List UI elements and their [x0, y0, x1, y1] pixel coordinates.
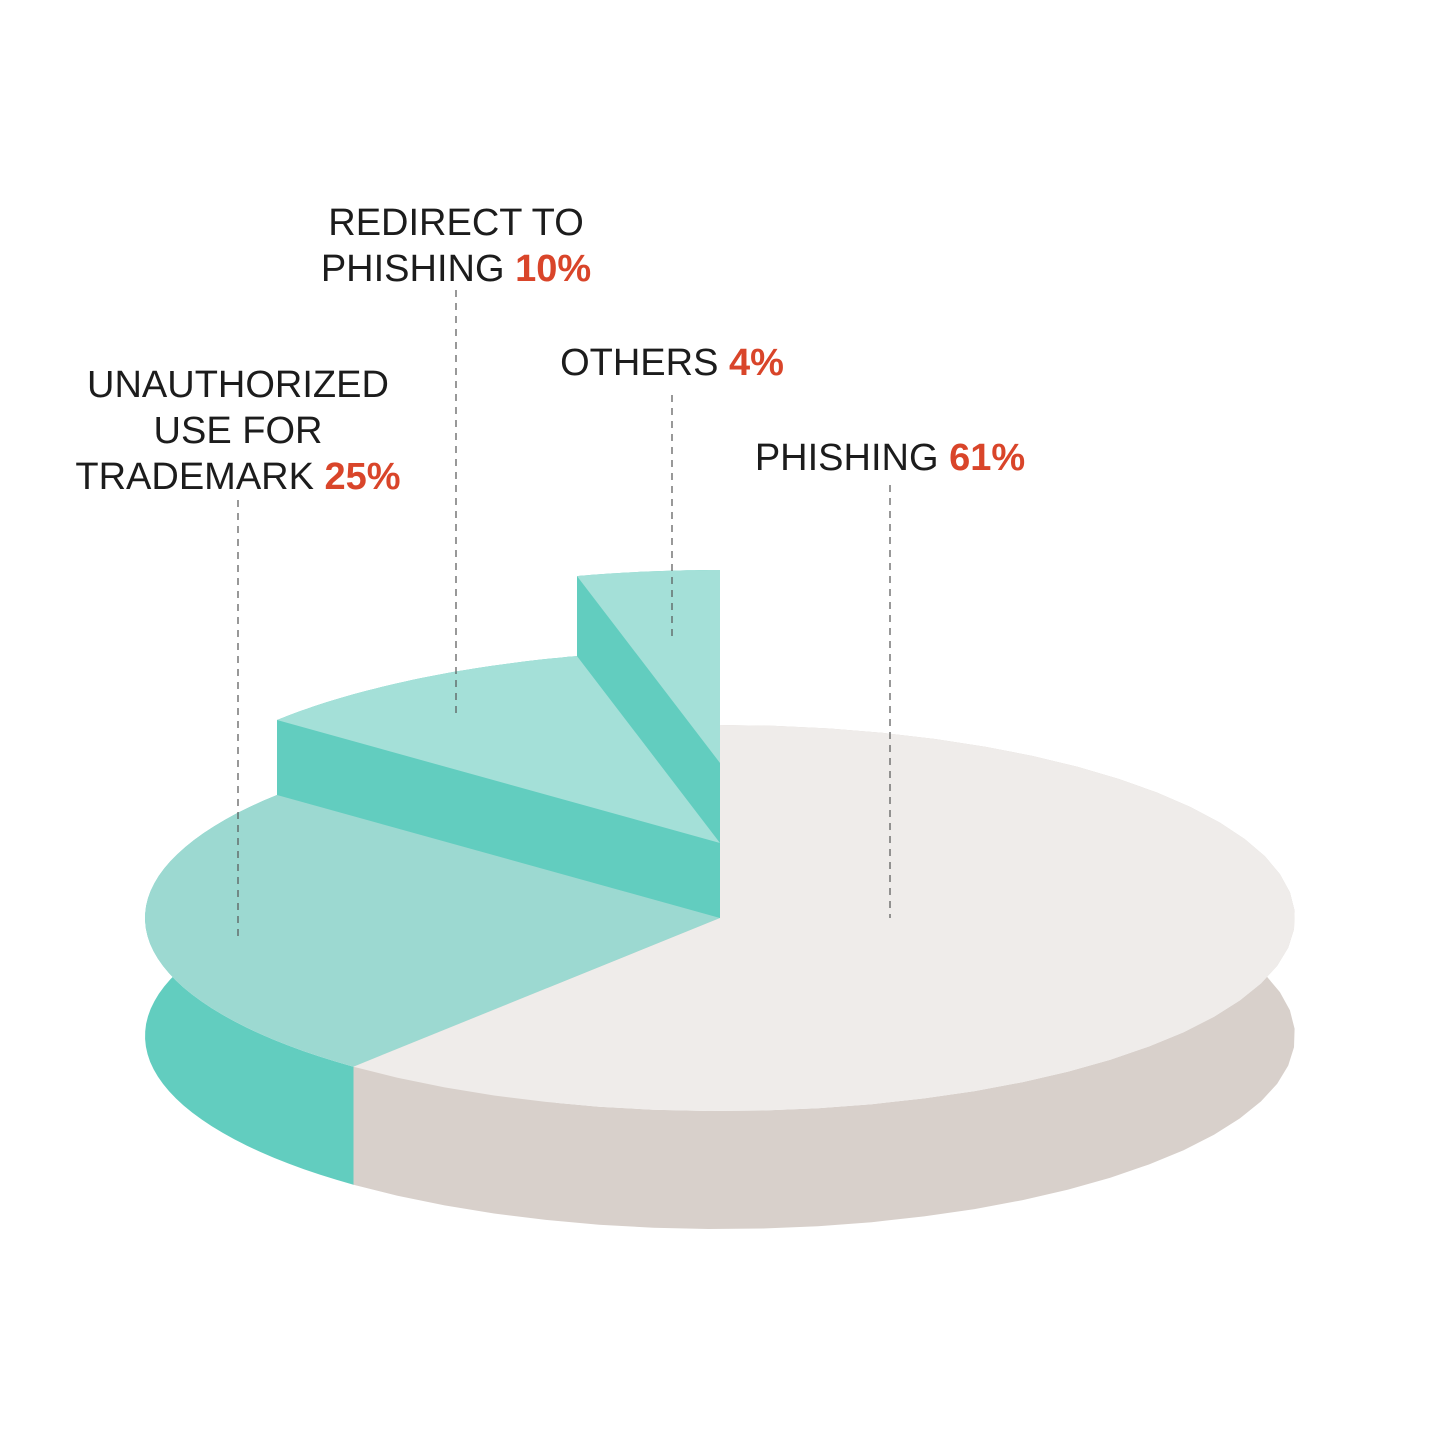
slice-label: REDIRECT TO PHISHING 10%: [301, 200, 611, 292]
slice: [577, 570, 720, 763]
category-label: UNAUTHORIZED USE FOR TRADEMARK: [75, 364, 389, 498]
slice-label: PHISHING 61%: [680, 435, 1100, 481]
slice: [145, 795, 721, 1067]
slice-label: OTHERS 4%: [522, 340, 822, 386]
value-label: 4%: [729, 342, 784, 384]
value-label: 10%: [515, 248, 592, 290]
slice: [277, 656, 720, 843]
category-label: REDIRECT TO PHISHING: [320, 202, 584, 290]
category-label: PHISHING: [754, 437, 939, 479]
value-label: 25%: [324, 456, 401, 498]
slice: [353, 725, 1295, 1111]
category-label: OTHERS: [560, 342, 719, 384]
slice-label: UNAUTHORIZED USE FOR TRADEMARK 25%: [68, 362, 408, 500]
value-label: 61%: [949, 437, 1026, 479]
